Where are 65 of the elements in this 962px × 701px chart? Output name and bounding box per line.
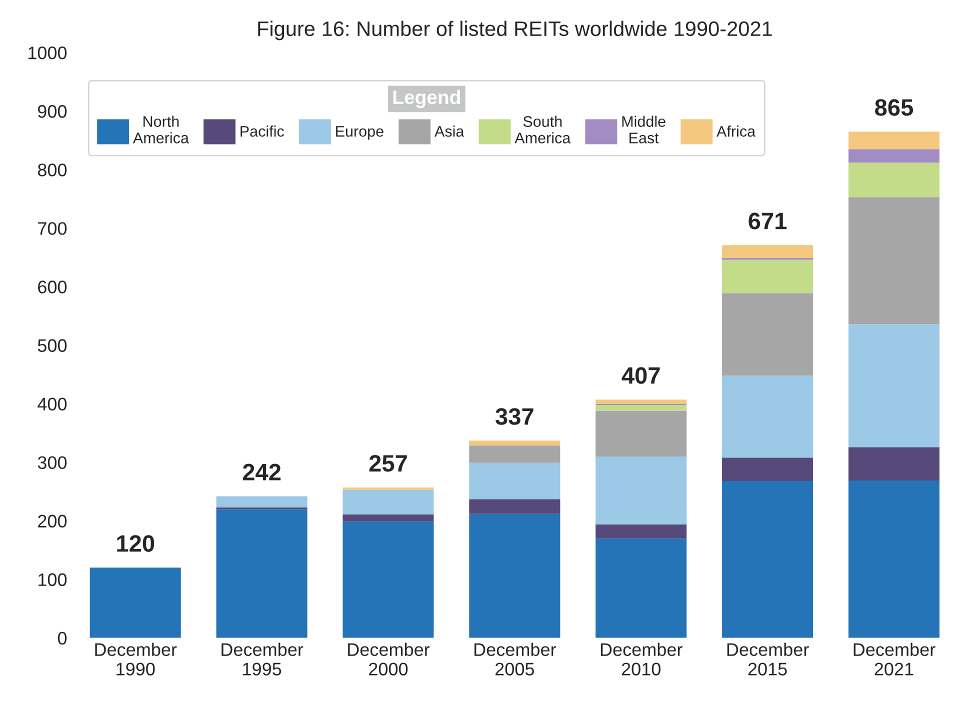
bar xyxy=(722,260,814,294)
bar xyxy=(596,538,687,638)
legend-label: Asia xyxy=(434,126,464,137)
x-tick-label: December 1995 xyxy=(222,642,304,676)
total-label: 337 xyxy=(496,408,534,425)
y-tick-label: 100 xyxy=(38,573,67,586)
y-tick-label: 200 xyxy=(38,514,67,528)
bar xyxy=(722,293,814,376)
bar xyxy=(848,324,940,448)
bar xyxy=(596,524,687,538)
y-tick-label: 1000 xyxy=(28,46,67,60)
x-tick-label: December 2015 xyxy=(727,642,809,676)
x-tick-label: December 2000 xyxy=(348,642,430,676)
x-tick-label: December 2021 xyxy=(854,642,936,676)
x-tick-label: December 2010 xyxy=(600,642,682,676)
y-tick-label: 300 xyxy=(38,456,67,470)
y-tick-label: 700 xyxy=(38,222,67,235)
bar xyxy=(722,481,814,638)
total-label: 242 xyxy=(242,464,281,480)
bar xyxy=(596,400,687,404)
bar xyxy=(848,197,940,324)
legend-label: Africa xyxy=(716,126,756,137)
x-tick-label: December 2005 xyxy=(474,642,556,676)
bar xyxy=(216,509,308,638)
bar xyxy=(848,162,940,198)
bar xyxy=(342,514,434,522)
legend-label: North America xyxy=(132,116,189,144)
bar xyxy=(848,132,940,150)
bar xyxy=(722,245,814,258)
bar xyxy=(848,447,940,480)
bar xyxy=(848,480,940,638)
legend-label: Europe xyxy=(336,126,384,140)
bar xyxy=(722,376,814,458)
bar xyxy=(469,514,560,638)
bar xyxy=(596,456,687,524)
bar xyxy=(848,149,940,163)
legend-title: Legend xyxy=(393,90,460,108)
legend-label: Middle East xyxy=(622,116,666,144)
bar xyxy=(342,521,434,638)
x-tick-label: December 1990 xyxy=(95,642,177,676)
y-tick-label: 800 xyxy=(38,164,67,176)
bar xyxy=(216,496,308,508)
bar xyxy=(90,568,181,638)
y-tick-label: 0 xyxy=(58,632,67,645)
y-tick-label: 900 xyxy=(38,105,67,118)
total-label: 257 xyxy=(369,454,407,472)
y-tick-label: 600 xyxy=(38,280,67,294)
bar xyxy=(469,462,560,500)
legend-label: South America xyxy=(514,116,571,144)
bar xyxy=(469,440,560,446)
y-tick-label: 400 xyxy=(38,398,67,410)
bar xyxy=(469,499,560,514)
bar xyxy=(722,458,814,482)
y-tick-label: 500 xyxy=(38,339,67,352)
legend-label: Pacific xyxy=(240,126,284,137)
total-label: 407 xyxy=(622,367,660,384)
bar xyxy=(342,487,434,490)
total-label: 120 xyxy=(117,535,154,552)
bar xyxy=(469,445,560,463)
bar xyxy=(342,490,434,514)
bar xyxy=(596,404,687,411)
total-label: 865 xyxy=(875,99,914,116)
chart-title: Figure 16: Number of listed REITs worldwide 1990-2021 xyxy=(258,20,772,40)
bar xyxy=(596,410,687,456)
total-label: 671 xyxy=(748,212,787,230)
